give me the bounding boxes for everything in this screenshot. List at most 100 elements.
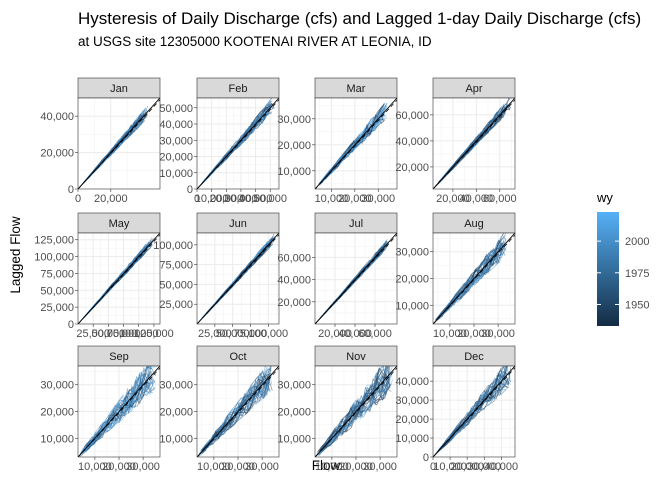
y-tick-label: 0 <box>68 319 74 331</box>
y-tick-label: 125,000 <box>34 235 74 247</box>
y-tick-label: 20,000 <box>395 162 429 174</box>
reference-line <box>315 98 397 189</box>
x-tick-label: 10,000 <box>197 461 231 473</box>
facet-strip-label: Feb <box>229 83 248 95</box>
reference-line <box>197 233 279 324</box>
trace-line <box>437 366 509 452</box>
y-tick-label: 20,000 <box>395 274 429 286</box>
x-tick-label: 20,000 <box>209 193 243 205</box>
trend-line <box>433 99 515 189</box>
facet-dec: Dec010,00020,00030,00040,000010,00020,00… <box>395 345 518 473</box>
facet-strip-label: Sep <box>109 351 129 363</box>
legend-tick-label: 2000 <box>625 236 649 248</box>
y-tick-label: 40,000 <box>40 111 74 123</box>
y-tick-label: 10,000 <box>395 433 429 445</box>
reference-line <box>78 98 160 189</box>
facet-jun: Jun25,00050,00075,000100,00025,00050,000… <box>153 212 288 340</box>
y-tick-label: 50,000 <box>159 279 193 291</box>
y-tick-label: 10,000 <box>395 300 429 312</box>
x-tick-label: 10,000 <box>315 461 349 473</box>
trend-line <box>78 99 160 189</box>
trend-line <box>315 234 397 324</box>
x-tick-label: 40,000 <box>239 193 273 205</box>
y-tick-label: 20,000 <box>159 152 193 164</box>
y-tick-label: 30,000 <box>277 114 311 126</box>
legend-tick-label: 1975 <box>625 268 649 280</box>
x-tick-label: 10,000 <box>78 461 112 473</box>
y-tick-label: 50,000 <box>159 103 193 115</box>
x-tick-label: 10,000 <box>433 328 467 340</box>
trace-line <box>201 107 275 184</box>
x-tick-label: 20,000 <box>338 193 372 205</box>
legend-tick-label: 1950 <box>625 299 649 311</box>
x-tick-label: 30,000 <box>245 461 279 473</box>
y-tick-label: 30,000 <box>159 135 193 147</box>
panel-border <box>77 97 161 190</box>
y-tick-label: 20,000 <box>40 407 74 419</box>
reference-line <box>433 98 515 189</box>
trace-line <box>201 374 269 450</box>
y-tick-label: 25,000 <box>40 302 74 314</box>
x-tick-label: 0 <box>194 193 200 205</box>
trace-line <box>316 377 390 455</box>
facet-strip-label: Mar <box>347 83 366 95</box>
trace-line <box>203 100 273 182</box>
y-tick-label: 10,000 <box>159 433 193 445</box>
trend-line <box>315 367 397 457</box>
facet-feb: Feb010,00020,00030,00040,00050,000010,00… <box>159 77 287 205</box>
x-tick-label: 10,000 <box>315 193 349 205</box>
x-tick-label: 20,000 <box>457 328 491 340</box>
x-tick-label: 50,000 <box>253 193 287 205</box>
panel-border <box>77 232 161 325</box>
reference-line <box>433 233 515 324</box>
chart-subtitle: at USGS site 12305000 KOOTENAI RIVER AT … <box>78 34 432 49</box>
trend-line <box>433 367 515 457</box>
reference-line <box>78 233 160 324</box>
x-tick-label: 20,000 <box>339 461 373 473</box>
x-tick-label: 20,000 <box>94 193 128 205</box>
y-tick-label: 0 <box>423 452 429 464</box>
x-tick-label: 100,000 <box>119 328 159 340</box>
x-tick-label: 50,000 <box>92 328 126 340</box>
facet-strip-label: Aug <box>464 218 484 230</box>
y-axis-label: Lagged Flow <box>8 216 23 294</box>
x-tick-label: 30,000 <box>467 461 501 473</box>
x-axis-label: Flow <box>312 458 341 473</box>
y-tick-label: 50,000 <box>40 285 74 297</box>
y-tick-label: 20,000 <box>277 407 311 419</box>
y-tick-label: 30,000 <box>40 380 74 392</box>
x-tick-label: 40,000 <box>338 328 372 340</box>
y-tick-label: 30,000 <box>395 247 429 259</box>
x-tick-label: 20,000 <box>102 461 136 473</box>
x-tick-label: 125,000 <box>134 328 174 340</box>
panel-border <box>196 232 280 325</box>
reference-line <box>315 233 397 324</box>
x-tick-label: 60,000 <box>358 328 392 340</box>
trace-line <box>437 233 506 321</box>
y-tick-label: 10,000 <box>159 168 193 180</box>
y-tick-label: 10,000 <box>40 433 74 445</box>
reference-line <box>433 366 515 457</box>
y-tick-label: 10,000 <box>277 433 311 445</box>
y-tick-label: 30,000 <box>395 395 429 407</box>
y-tick-label: 100,000 <box>34 252 74 264</box>
x-tick-label: 75,000 <box>234 328 268 340</box>
trend-line <box>197 234 279 324</box>
x-tick-label: 30,000 <box>126 461 160 473</box>
facet-strip-label: Jul <box>349 218 363 230</box>
trace-line <box>321 370 392 447</box>
facet-jan: Jan 0 20,000 0 20,000 40,000 <box>40 77 161 205</box>
y-tick-label: 75,000 <box>159 260 193 272</box>
y-tick-label: 20,000 <box>277 297 311 309</box>
trace-line <box>204 366 271 451</box>
trend-line <box>197 367 279 457</box>
x-tick-label: 75,000 <box>107 328 141 340</box>
color-legend: wy 1950 1975 2000 <box>596 190 649 326</box>
